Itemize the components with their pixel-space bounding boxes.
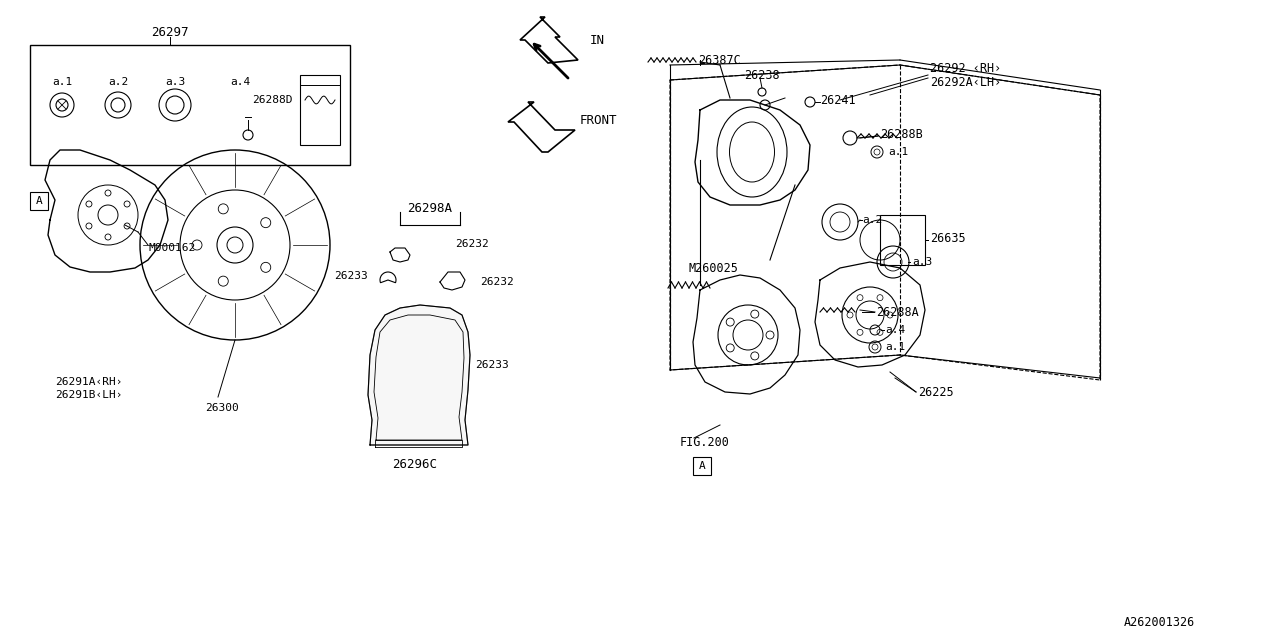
Bar	[29, 45, 349, 165]
Text: 26292A‹LH›: 26292A‹LH›	[931, 76, 1001, 88]
Text: a.2: a.2	[861, 215, 882, 225]
Text: a.1: a.1	[52, 77, 72, 87]
Text: M000162: M000162	[148, 243, 196, 253]
Bar	[29, 192, 49, 210]
Text: 26238: 26238	[744, 68, 780, 81]
Bar	[692, 457, 710, 475]
Text: FRONT: FRONT	[580, 113, 617, 127]
Text: 26635: 26635	[931, 232, 965, 244]
Text: a.1: a.1	[884, 342, 905, 352]
Text: 26297: 26297	[151, 26, 188, 38]
Text: a.4: a.4	[230, 77, 250, 87]
Text: 26288B: 26288B	[881, 127, 923, 141]
Text: a.3: a.3	[913, 257, 932, 267]
Text: 26296C: 26296C	[393, 458, 438, 472]
Text: A: A	[699, 461, 705, 471]
Text: 26292 ‹RH›: 26292 ‹RH›	[931, 61, 1001, 74]
Text: 26225: 26225	[918, 385, 954, 399]
Text: 26241: 26241	[820, 93, 855, 106]
Text: FIG.200: FIG.200	[680, 435, 730, 449]
Polygon shape	[369, 305, 470, 445]
Text: A: A	[36, 196, 42, 206]
Text: 26291B‹LH›: 26291B‹LH›	[55, 390, 123, 400]
Text: M260025: M260025	[689, 262, 737, 275]
Bar	[300, 75, 340, 145]
Bar	[881, 215, 925, 265]
Text: a.1: a.1	[888, 147, 909, 157]
Text: 26233: 26233	[475, 360, 508, 370]
Text: 26233: 26233	[334, 271, 369, 281]
Text: 26291A‹RH›: 26291A‹RH›	[55, 377, 123, 387]
Text: 26232: 26232	[480, 277, 513, 287]
Text: 26387C: 26387C	[698, 54, 741, 67]
Text: 26288A: 26288A	[876, 305, 919, 319]
Text: a.3: a.3	[165, 77, 186, 87]
Text: 26288D: 26288D	[252, 95, 293, 105]
Text: A262001326: A262001326	[1124, 616, 1196, 628]
Text: IN: IN	[590, 33, 605, 47]
Text: 26298A: 26298A	[407, 202, 453, 214]
Text: 26232: 26232	[454, 239, 489, 249]
Text: a.2: a.2	[108, 77, 128, 87]
Text: a.4: a.4	[884, 325, 905, 335]
Text: 26300: 26300	[205, 403, 239, 413]
